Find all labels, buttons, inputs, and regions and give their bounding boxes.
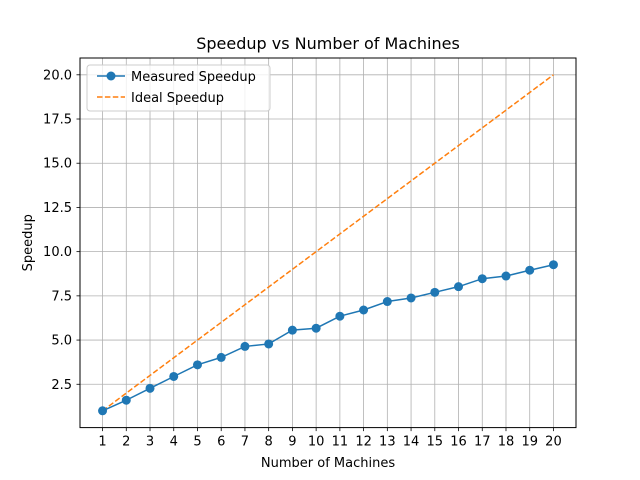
- measured-speedup-point: [430, 287, 440, 297]
- x-tick-label: 13: [379, 435, 396, 450]
- x-tick-label: 2: [122, 435, 130, 450]
- x-tick-label: 7: [241, 435, 249, 450]
- measured-speedup-point: [192, 360, 202, 370]
- x-tick-label: 4: [170, 435, 178, 450]
- x-tick-label: 6: [217, 435, 225, 450]
- legend-box: [86, 64, 271, 112]
- measured-speedup-point: [145, 383, 155, 393]
- y-axis-label: Speedup: [21, 214, 36, 271]
- x-tick-label: 15: [427, 435, 444, 450]
- measured-speedup-point: [287, 325, 297, 335]
- y-tick-label: 15.0: [43, 157, 72, 172]
- x-tick-label: 17: [474, 435, 491, 450]
- measured-speedup-point: [525, 265, 535, 275]
- measured-speedup-point: [169, 371, 179, 381]
- measured-speedup-point: [264, 339, 274, 349]
- y-tick-label: 2.5: [51, 378, 72, 393]
- y-tick-label: 20.0: [43, 68, 72, 83]
- x-tick-label: 5: [193, 435, 201, 450]
- x-axis-label: Number of Machines: [261, 456, 395, 471]
- measured-speedup-point: [454, 282, 464, 292]
- legend-measured-label: Measured Speedup: [131, 70, 256, 85]
- x-tick-label: 18: [498, 435, 515, 450]
- y-tick-label: 12.5: [43, 201, 72, 216]
- measured-speedup-point: [359, 305, 369, 315]
- measured-speedup-point: [98, 406, 108, 416]
- x-tick-label: 12: [355, 435, 372, 450]
- measured-speedup-point: [382, 297, 392, 307]
- measured-speedup-point: [406, 293, 416, 303]
- axis-ticks: 1 2 3 4 5 6 7 8 9 10 11 12 13 14 15 16 17 18 19 202.55.07.5…: [43, 68, 562, 449]
- legend-ideal-label: Ideal Speedup: [131, 91, 224, 106]
- plot-frame: [79, 57, 577, 429]
- measured-speedup-point: [548, 260, 558, 270]
- x-tick-label: 1: [98, 435, 106, 450]
- x-tick-label: 19: [521, 435, 538, 450]
- measured-speedup-point: [216, 352, 226, 362]
- x-tick-label: 16: [450, 435, 467, 450]
- grid-lines: [80, 58, 576, 428]
- measured-speedup-point: [477, 274, 487, 284]
- x-tick-label: 14: [403, 435, 420, 450]
- y-tick-label: 10.0: [43, 245, 72, 260]
- y-tick-label: 17.5: [43, 113, 72, 128]
- y-tick-label: 5.0: [51, 334, 72, 349]
- x-tick-label: 8: [265, 435, 273, 450]
- ideal-speedup-line: [102, 74, 554, 412]
- x-tick-label: 3: [146, 435, 154, 450]
- series-group: [98, 74, 558, 416]
- x-tick-label: 9: [288, 435, 296, 450]
- measured-speedup-point: [501, 271, 511, 281]
- legend: Measured Speedup Ideal Speedup: [86, 64, 271, 112]
- legend-measured-marker: [106, 71, 116, 81]
- x-tick-label: 20: [545, 435, 562, 450]
- measured-speedup-point: [311, 323, 321, 333]
- x-tick-label: 11: [332, 435, 349, 450]
- measured-speedup-point: [240, 341, 250, 351]
- measured-speedup-point: [335, 311, 345, 321]
- measured-speedup-point: [121, 395, 131, 405]
- chart-title: Speedup vs Number of Machines: [196, 34, 460, 53]
- y-tick-label: 7.5: [51, 289, 72, 304]
- x-tick-label: 10: [308, 435, 325, 450]
